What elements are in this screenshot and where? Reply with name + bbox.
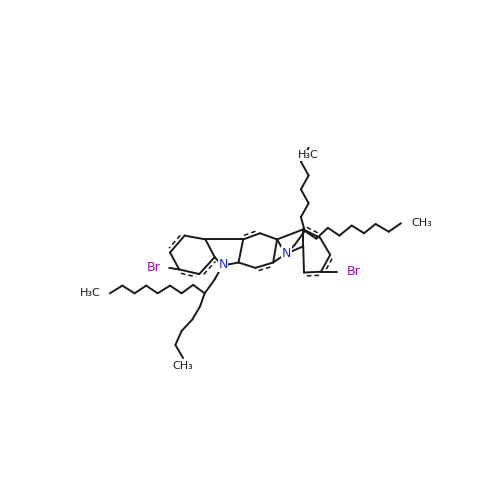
Text: CH₃: CH₃ — [172, 360, 194, 370]
Text: N: N — [282, 247, 291, 260]
Text: Br: Br — [146, 262, 160, 274]
Text: H₃C: H₃C — [80, 288, 100, 298]
Text: CH₃: CH₃ — [411, 218, 432, 228]
Text: H₃C: H₃C — [298, 150, 319, 160]
Text: N: N — [218, 258, 228, 272]
Text: Br: Br — [346, 265, 360, 278]
